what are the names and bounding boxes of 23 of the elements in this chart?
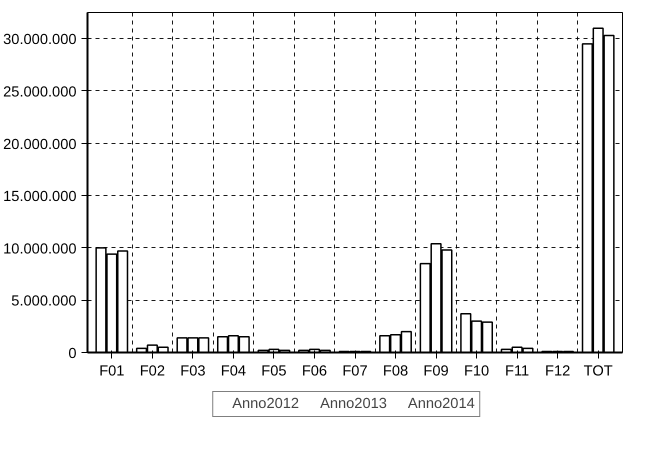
x-tick-label: TOT xyxy=(584,364,613,380)
text: Anno2014 xyxy=(408,396,475,412)
x-tick-label: F11 xyxy=(505,364,530,380)
y-tick-label: 5.000.000 xyxy=(11,294,76,310)
x-tick-label: F05 xyxy=(261,364,287,380)
x-tick-label: F04 xyxy=(220,364,246,380)
x-tick-label: F12 xyxy=(545,364,570,380)
y-tick-label: 15.000.000 xyxy=(3,189,77,206)
y-tick-label: 10.000.000 xyxy=(3,241,77,258)
x-tick-label: F01 xyxy=(99,364,124,380)
y-tick-label: 30.000.000 xyxy=(3,32,77,48)
y-tick-label: 0 xyxy=(68,346,77,362)
x-tick-label: F08 xyxy=(382,364,408,380)
y-tick-label: 20.000.000 xyxy=(3,136,77,153)
x-tick-label: F07 xyxy=(342,364,368,380)
x-tick-label: F10 xyxy=(464,364,490,380)
y-tick-label: 25.000.000 xyxy=(3,84,77,100)
x-tick-label: F09 xyxy=(423,364,449,380)
x-tick-label: F06 xyxy=(302,364,328,380)
x-tick-label: F03 xyxy=(180,364,206,380)
x-tick-label: F02 xyxy=(140,364,165,380)
text: Anno2012 xyxy=(232,396,300,412)
text: Anno2013 xyxy=(320,396,387,412)
